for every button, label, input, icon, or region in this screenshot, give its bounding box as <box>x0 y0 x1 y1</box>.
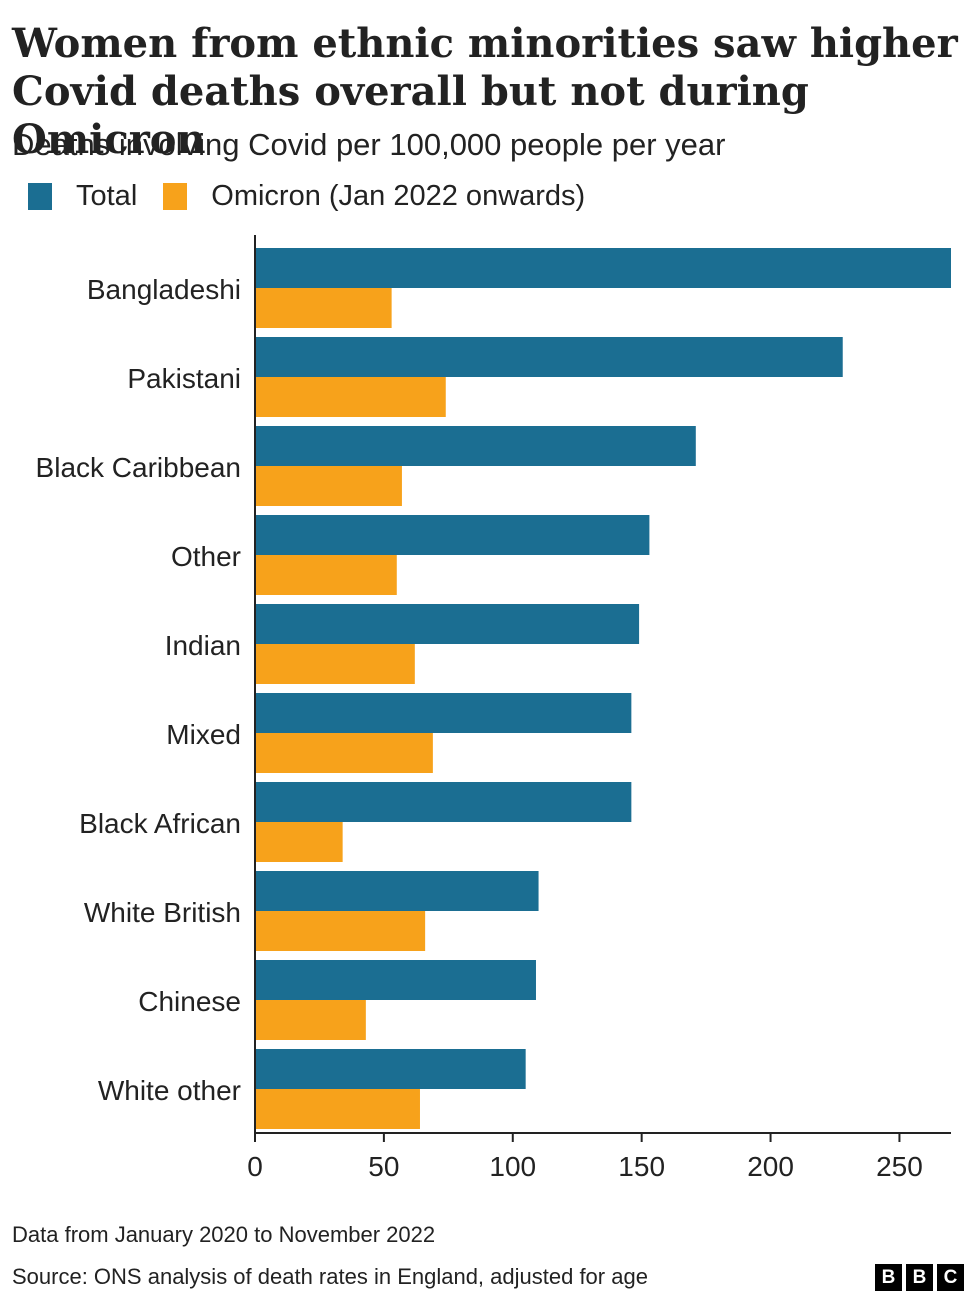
source-note: Source: ONS analysis of death rates in E… <box>12 1264 648 1289</box>
bar-total <box>255 604 640 644</box>
bar-total <box>255 960 536 1000</box>
legend-label-total: Total <box>76 179 138 212</box>
bbc-logo-letter: B <box>875 1264 902 1291</box>
category-label: White other <box>98 1075 241 1106</box>
legend-item-omicron: Omicron (Jan 2022 onwards) <box>163 180 585 213</box>
bbc-logo-letter: B <box>906 1264 933 1291</box>
x-tick-label: 150 <box>618 1151 665 1182</box>
x-tick-label: 0 <box>247 1151 263 1182</box>
category-label: Black Caribbean <box>36 452 241 483</box>
bbc-logo: B B C <box>871 1264 964 1291</box>
category-label: Other <box>171 541 241 572</box>
bar-total <box>255 426 696 466</box>
x-tick-label: 50 <box>368 1151 399 1182</box>
legend-swatch-total <box>28 182 52 210</box>
bbc-logo-letter: C <box>937 1264 964 1291</box>
category-label: White British <box>84 897 241 928</box>
x-tick-label: 200 <box>747 1151 794 1182</box>
bar-total <box>255 871 539 911</box>
category-label: Pakistani <box>127 363 241 394</box>
category-label: Indian <box>165 630 241 661</box>
category-label: Chinese <box>138 986 241 1017</box>
bar-omicron <box>255 733 433 773</box>
bar-total <box>255 1049 526 1089</box>
x-tick-label: 250 <box>876 1151 923 1182</box>
bar-omicron <box>255 288 392 328</box>
legend-item-total: Total <box>28 180 137 213</box>
bar-omicron <box>255 822 343 862</box>
bar-total <box>255 693 632 733</box>
bar-omicron <box>255 466 402 506</box>
bar-total <box>255 515 650 555</box>
bar-omicron <box>255 377 446 417</box>
category-label: Mixed <box>166 719 241 750</box>
legend-swatch-omicron <box>163 182 188 210</box>
x-tick-label: 100 <box>489 1151 536 1182</box>
bar-total <box>255 337 843 377</box>
bar-total <box>255 782 632 822</box>
bar-omicron <box>255 555 397 595</box>
bar-omicron <box>255 644 415 684</box>
category-label: Black African <box>79 808 241 839</box>
bar-omicron <box>255 911 426 951</box>
bar-omicron <box>255 1000 366 1040</box>
chart-subtitle: Deaths involving Covid per 100,000 peopl… <box>12 127 726 162</box>
legend-label-omicron: Omicron (Jan 2022 onwards) <box>211 179 586 212</box>
chart-title: Women from ethnic minorities saw higher … <box>12 20 958 163</box>
legend: Total Omicron (Jan 2022 onwards) <box>28 178 611 214</box>
category-label: Bangladeshi <box>87 274 241 305</box>
bar-total <box>255 248 951 288</box>
bar-omicron <box>255 1089 420 1129</box>
data-range-note: Data from January 2020 to November 2022 <box>12 1222 436 1247</box>
bar-chart: Bangladeshi Pakistani Black Caribbean Other… <box>36 235 951 1182</box>
